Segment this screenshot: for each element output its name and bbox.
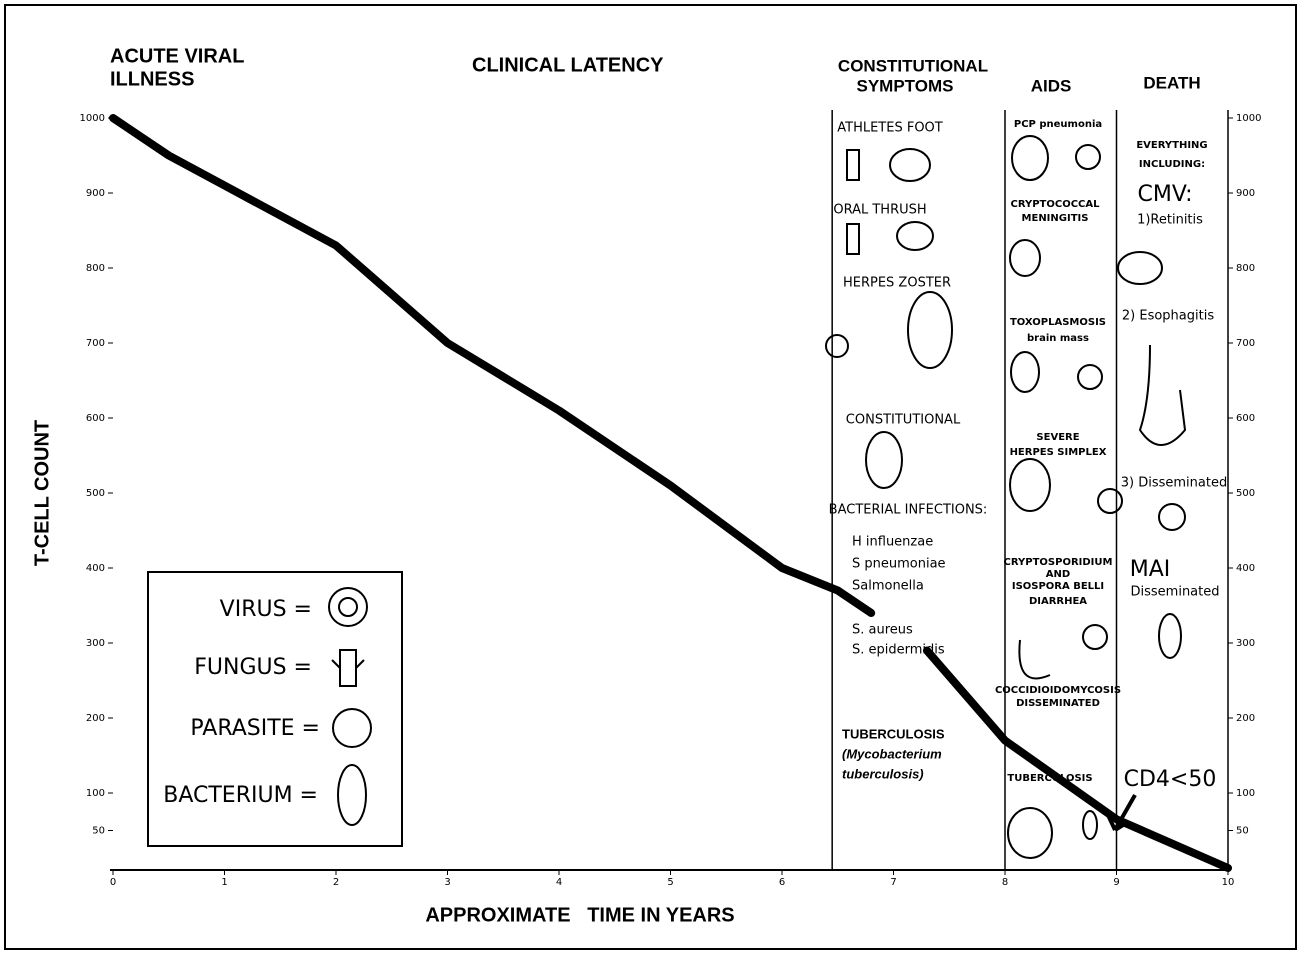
stage-label: DEATH [1143,73,1200,92]
x-tick-label: 5 [667,877,673,888]
stage-label: CONSTITUTIONAL [838,56,988,75]
y2-tick-label: 50 [1236,826,1249,837]
y-tick-label: 300 [86,638,105,649]
x-tick-label: 6 [779,877,785,888]
annotation: 2) Esophagitis [1122,309,1214,324]
annotation: MENINGITIS [1022,213,1089,224]
data-line [109,114,1232,872]
y2-tick-label: 600 [1236,413,1255,424]
x-tick-label: 0 [110,877,116,888]
legend-label: VIRUS = [220,597,312,622]
x-tick-label: 3 [444,877,450,888]
legend-box [147,571,403,847]
y2-tick-label: 1000 [1236,113,1261,124]
annotation: ORAL THRUSH [833,203,926,218]
x-tick-label: 2 [333,877,339,888]
y-tick-label: 900 [86,188,105,199]
y-tick-label: 200 [86,713,105,724]
annotation: TUBERCULOSIS [1007,773,1092,784]
annotation: DIARRHEA [1029,596,1087,607]
y-tick-label: 700 [86,338,105,349]
y2-tick-label: 300 [1236,638,1255,649]
y2-tick-label: 900 [1236,188,1255,199]
annotation: CONSTITUTIONAL [846,413,961,428]
annotation: brain mass [1027,333,1089,344]
y-tick-label: 600 [86,413,105,424]
annotation: CRYPTOCOCCAL [1010,199,1100,210]
annotation: (Mycobacterium [842,746,942,761]
annotation: S. epidermidis [852,643,945,658]
stage-label: ACUTE VIRAL [110,45,244,67]
y-tick-label: 100 [86,788,105,799]
annotation: SEVERE [1036,432,1079,443]
annotation: S pneumoniae [852,557,946,572]
legend-label: FUNGUS = [194,655,312,680]
y2-tick-label: 800 [1236,263,1255,274]
annotation: INCLUDING: [1139,159,1205,170]
annotation: H influenzae [852,535,933,550]
annotation: MAI [1130,557,1171,582]
stage-label: ILLNESS [110,68,194,90]
annotation: DISSEMINATED [1016,698,1100,709]
y2-tick-label: 100 [1236,788,1255,799]
annotation: ATHLETES FOOT [837,121,943,136]
stage-label: SYMPTOMS [857,76,954,95]
annotation: BACTERIAL INFECTIONS: [829,503,988,518]
y-tick-label: 1000 [80,113,105,124]
frame [4,4,1297,950]
annotation: S. aureus [852,623,913,638]
annotation: Disseminated [1131,585,1220,600]
annotation: 1)Retinitis [1137,213,1203,228]
annotation: PCP pneumonia [1014,119,1102,130]
x-tick-label: 9 [1113,877,1119,888]
annotation: HERPES ZOSTER [843,276,951,291]
x-axis-title: APPROXIMATE TIME IN YEARS [425,904,734,926]
legend-icons [328,587,372,826]
annotation: tuberculosis) [842,766,924,781]
legend-label: PARASITE = [190,716,320,741]
annotation: COCCIDIOIDOMYCOSIS [995,685,1121,696]
annotation: CMV: [1137,182,1192,207]
stage-label: CLINICAL LATENCY [472,54,664,76]
y2-tick-label: 200 [1236,713,1255,724]
annotation: CD4<50 [1124,767,1217,792]
y-tick-label: 50 [92,826,105,837]
annotation: Salmonella [852,579,924,594]
y2-tick-label: 400 [1236,563,1255,574]
x-tick-label: 7 [890,877,896,888]
y-tick-label: 500 [86,488,105,499]
x-tick-label: 10 [1222,877,1235,888]
annotation: CRYPTOSPORIDIUM [1004,557,1113,568]
annotation: AND [1046,569,1070,580]
x-tick-label: 1 [221,877,227,888]
x-tick-label: 8 [1002,877,1008,888]
y-axis-title: T-CELL COUNT [31,420,53,566]
legend-label: BACTERIUM = [163,783,318,808]
annotation: EVERYTHING [1136,140,1207,151]
y-tick-label: 800 [86,263,105,274]
y2-tick-label: 700 [1236,338,1255,349]
y2-tick-label: 500 [1236,488,1255,499]
annotation: TUBERCULOSIS [842,726,945,741]
annotation: 3) Disseminated [1121,476,1227,491]
annotation: ISOSPORA BELLI [1012,581,1104,592]
annotation: TOXOPLASMOSIS [1010,317,1106,328]
stage-label: AIDS [1031,76,1072,95]
y-tick-label: 400 [86,563,105,574]
x-tick-label: 4 [556,877,562,888]
annotation: HERPES SIMPLEX [1010,447,1107,458]
icons [825,135,1187,859]
